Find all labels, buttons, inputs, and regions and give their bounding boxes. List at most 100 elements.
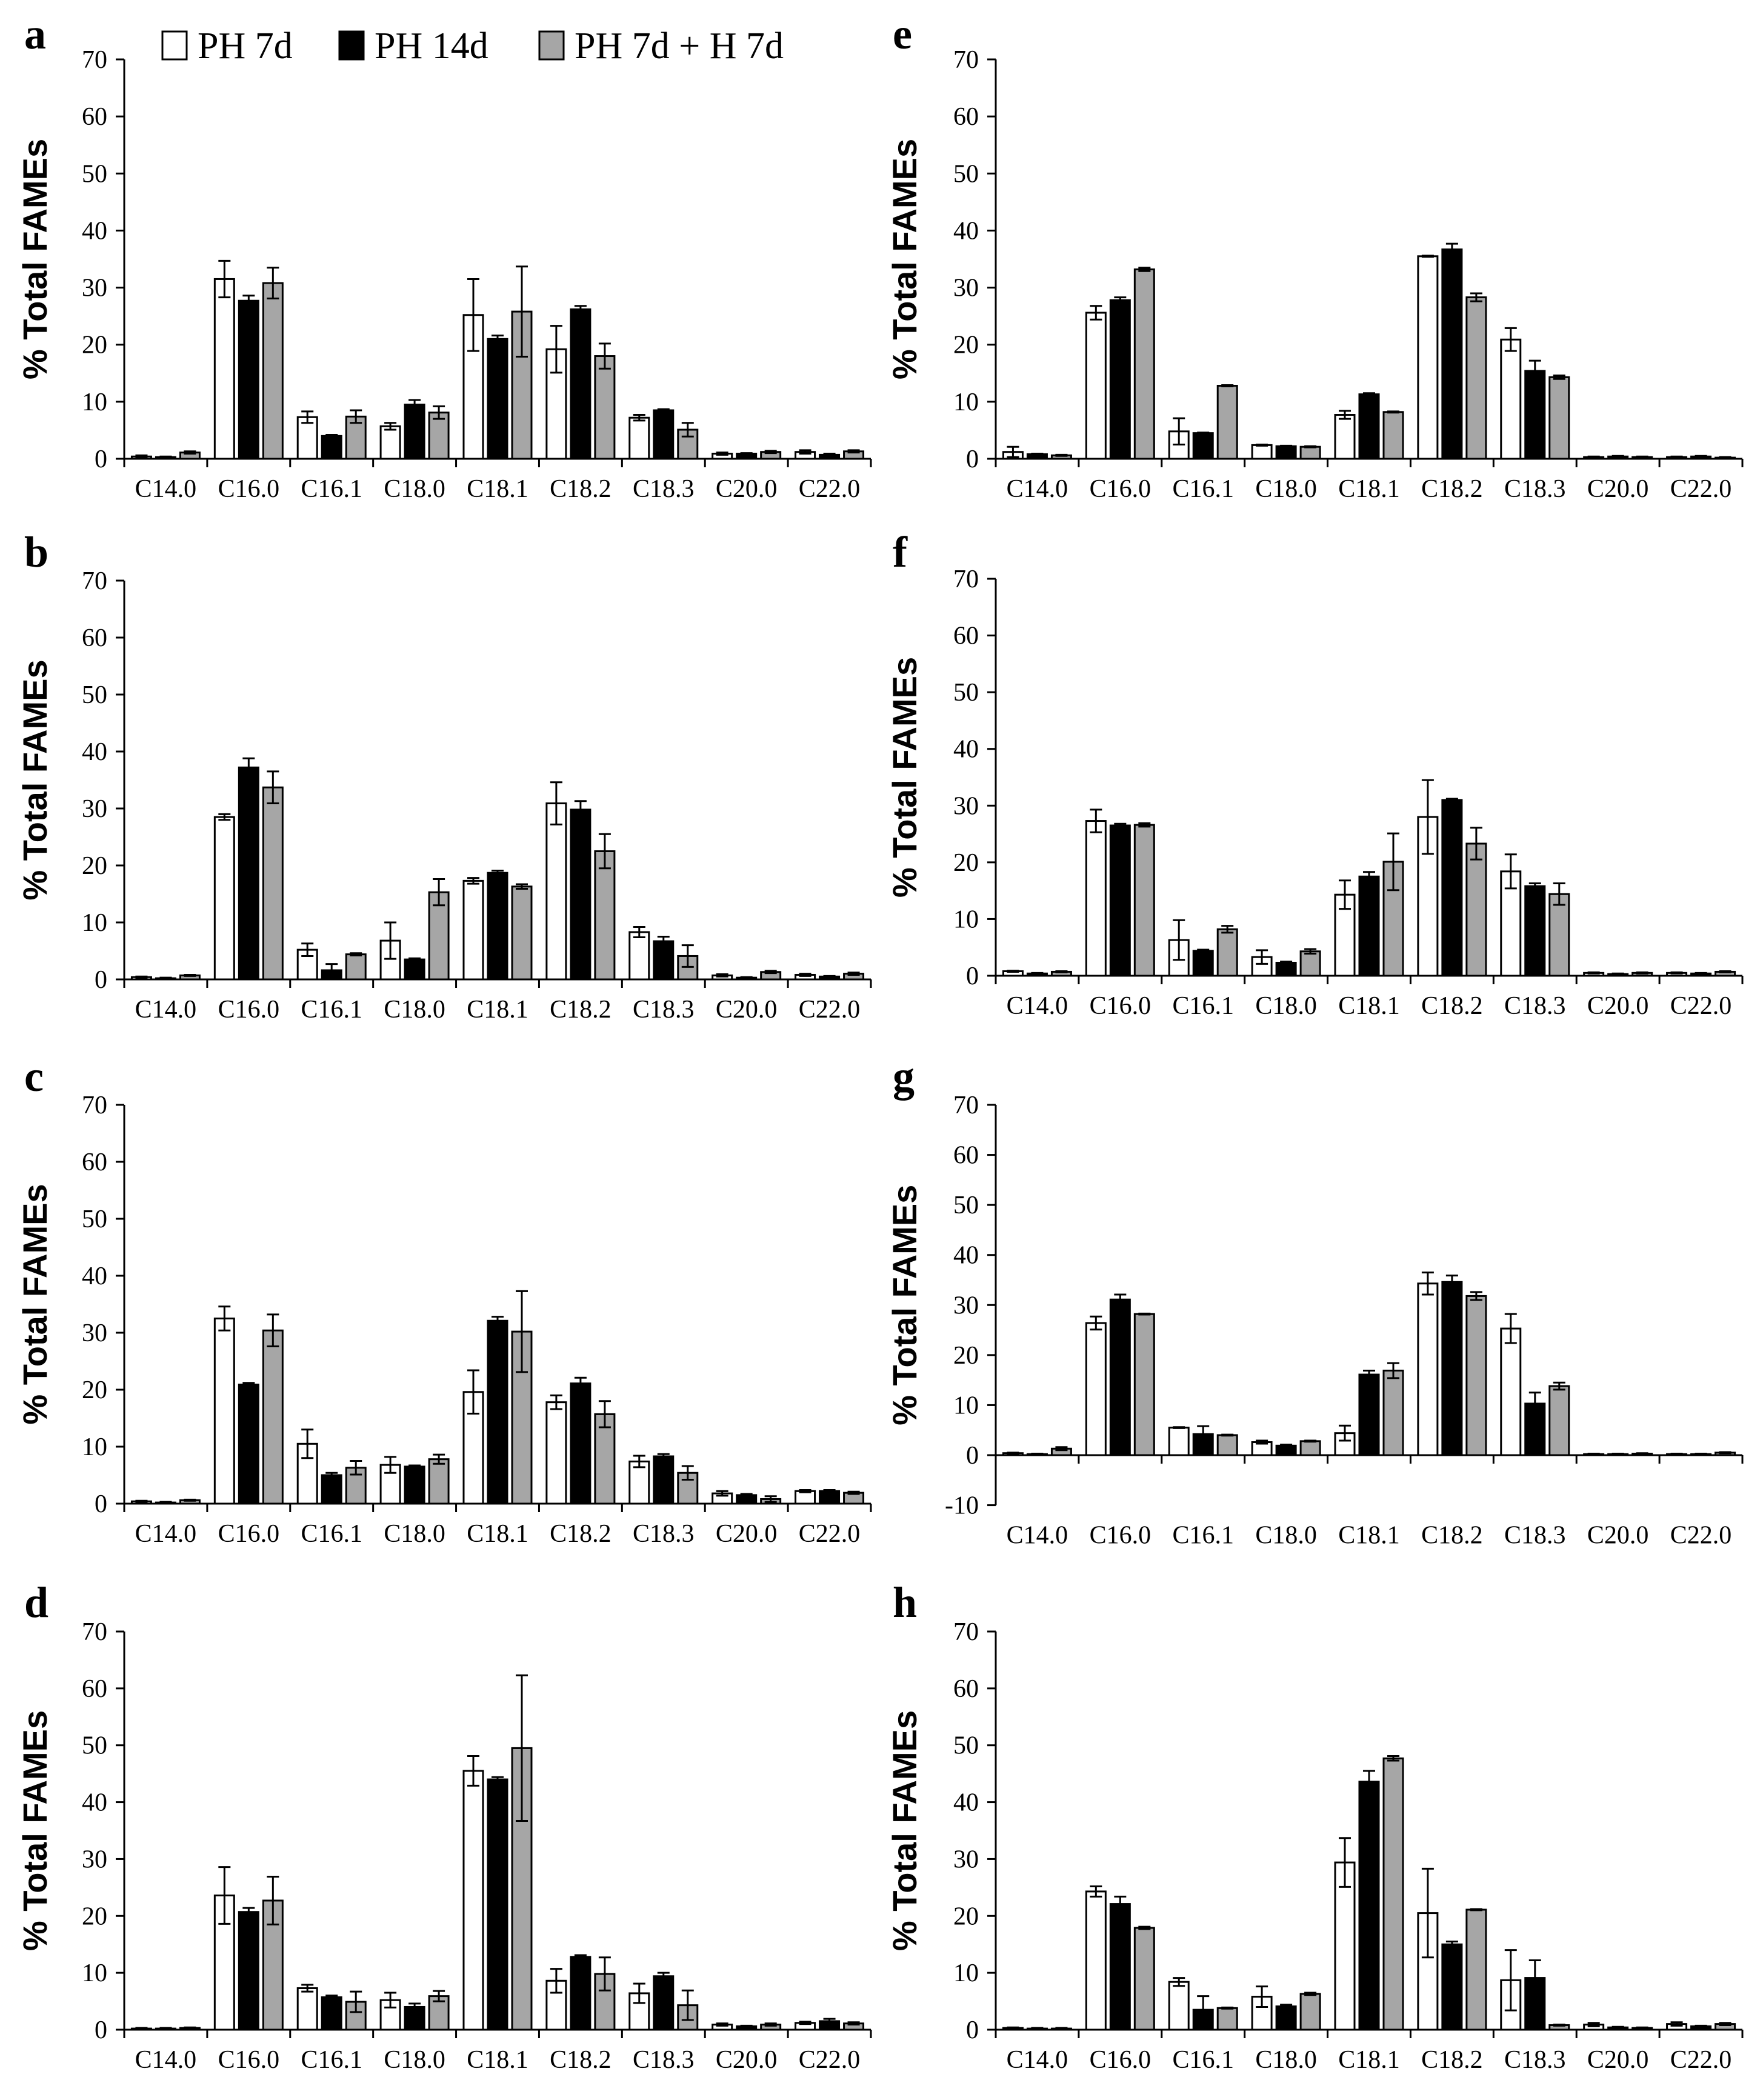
x-tick-label: C18.2 [1421, 1522, 1483, 1550]
bar [1216, 1434, 1238, 1456]
x-tick-label: C20.0 [716, 1520, 778, 1548]
bar [1465, 1295, 1487, 1456]
bar [1441, 1943, 1463, 2031]
y-tick-label: 0 [95, 445, 107, 473]
x-tick-label: C18.2 [1421, 2046, 1483, 2074]
y-axis-label: % Total FAMEs [885, 139, 924, 379]
bar [1465, 1908, 1487, 2031]
x-tick-label: C18.3 [1504, 2046, 1566, 2074]
bar [238, 1911, 259, 2031]
y-tick-label: 20 [82, 332, 107, 359]
x-tick-label: C18.1 [1338, 1522, 1400, 1550]
y-tick-label: 10 [82, 1433, 107, 1461]
y-tick-label: 50 [82, 1205, 107, 1233]
bar [1216, 928, 1238, 977]
y-tick-label: 70 [82, 567, 107, 595]
x-tick-label: C16.0 [218, 1520, 280, 1548]
y-tick-label: 10 [82, 388, 107, 416]
y-axis-label: % Total FAMEs [885, 1710, 924, 1951]
y-tick-label: 20 [953, 1342, 979, 1370]
x-tick-label: C16.1 [301, 1520, 362, 1548]
y-tick-label: 0 [95, 1490, 107, 1518]
y-tick-label: 10 [82, 909, 107, 937]
x-tick-label: C20.0 [716, 996, 778, 1024]
bar [345, 953, 367, 981]
bar [321, 435, 342, 460]
bar [1133, 1927, 1155, 2031]
x-tick-label: C18.2 [550, 1520, 612, 1548]
y-tick-label: 20 [953, 1902, 979, 1930]
y-tick-label: 20 [953, 332, 979, 359]
panel-letter: c [24, 1052, 44, 1101]
bar [570, 1382, 592, 1505]
x-tick-label: C18.3 [1504, 475, 1566, 503]
bar [1085, 312, 1107, 460]
bar [487, 338, 508, 460]
bar [511, 885, 533, 981]
y-tick-label: 60 [953, 1142, 979, 1170]
bar [462, 879, 484, 981]
bar [1500, 1327, 1522, 1456]
x-tick-label: C16.1 [301, 996, 362, 1024]
x-tick-label: C18.1 [1338, 992, 1400, 1020]
y-tick-label: 10 [82, 1959, 107, 1987]
y-tick-label: 30 [953, 1845, 979, 1873]
bar [1382, 411, 1404, 460]
y-tick-label: 20 [953, 849, 979, 877]
bar [570, 808, 592, 981]
bar [1548, 376, 1570, 460]
x-tick-label: C18.0 [1255, 475, 1317, 503]
x-tick-label: C22.0 [1670, 992, 1732, 1020]
y-tick-label: 30 [82, 275, 107, 302]
y-tick-label: 0 [966, 1442, 979, 1470]
panels: a % Total FAMEs 0 10 20 30 40 50 60 70 C14.0 C16.0 C… [16, 10, 1744, 2074]
bar [545, 1401, 567, 1505]
y-tick-label: 10 [953, 388, 979, 416]
legend-label: PH 7d [198, 25, 293, 67]
bar [1251, 444, 1273, 460]
x-tick-label: C20.0 [716, 2046, 778, 2074]
x-tick-label: C18.3 [633, 2046, 695, 2074]
bar [296, 416, 318, 460]
y-axis-label: % Total FAMEs [16, 1184, 54, 1424]
y-tick-label: 10 [953, 1392, 979, 1419]
bar [428, 891, 450, 981]
x-tick-label: C14.0 [135, 2046, 197, 2074]
x-tick-label: C16.0 [1090, 2046, 1151, 2074]
y-tick-label: 40 [82, 217, 107, 245]
y-tick-label: 70 [82, 1092, 107, 1119]
bar [1358, 1373, 1380, 1456]
bar [1465, 296, 1487, 460]
chart-panel-h: h % Total FAMEs 0 10 20 30 40 50 60 70 C14.0 C16.0 C… [885, 1578, 1744, 2074]
x-tick-label: C18.1 [467, 1520, 528, 1548]
bar [594, 355, 616, 460]
x-tick-label: C18.1 [467, 2046, 528, 2074]
bar [653, 1455, 675, 1505]
bar [1109, 1903, 1131, 2031]
legend-swatch [538, 30, 565, 61]
y-tick-label: 40 [82, 1262, 107, 1290]
bar [262, 282, 284, 460]
bar [628, 416, 650, 460]
chart-panel-g: g % Total FAMEs -10 0 10 20 30 40 50 60 70 C14.0 C16… [885, 1052, 1744, 1550]
bar [1548, 1385, 1570, 1456]
legend: PH 7d PH 14d PH 7d + H 7d [161, 25, 784, 67]
bar [345, 1467, 367, 1505]
y-tick-label: 70 [82, 46, 107, 74]
bar [1524, 885, 1546, 977]
x-tick-label: C18.2 [1421, 475, 1483, 503]
panel-letter: h [893, 1578, 917, 1627]
y-tick-label: 70 [953, 46, 979, 74]
y-tick-label: 0 [966, 962, 979, 990]
x-tick-label: C16.1 [1172, 1522, 1234, 1550]
bar [213, 1318, 235, 1505]
bar [462, 1391, 484, 1505]
y-tick-label: 0 [95, 2016, 107, 2044]
y-tick-label: -10 [945, 1492, 979, 1520]
bar [1441, 248, 1463, 460]
bar [487, 1319, 508, 1505]
bar [1085, 820, 1107, 977]
y-tick-label: 50 [953, 1192, 979, 1219]
y-tick-label: 50 [82, 681, 107, 709]
bar [1500, 338, 1522, 460]
